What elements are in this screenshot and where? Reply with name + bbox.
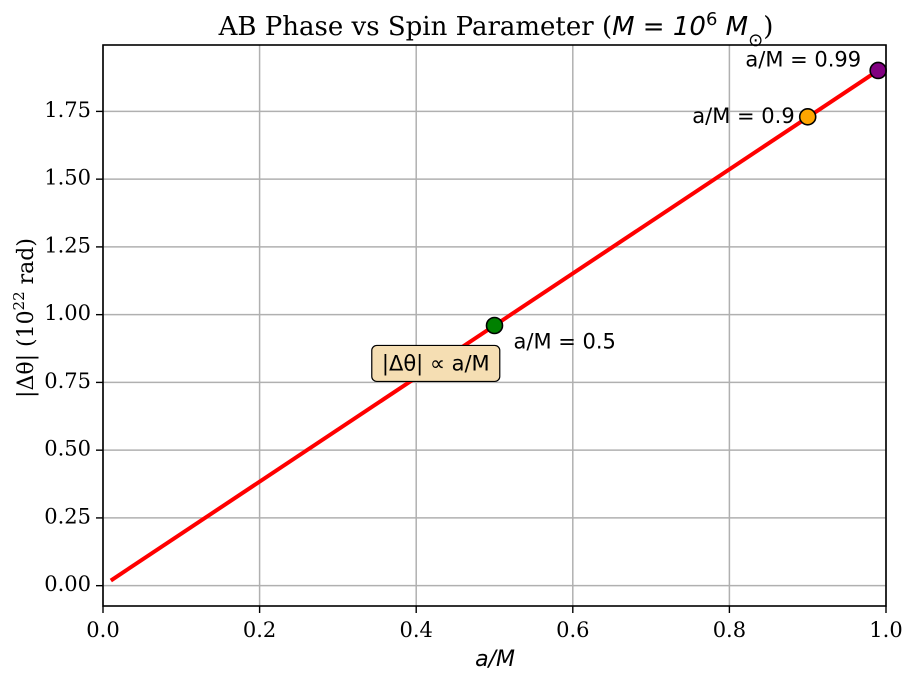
- y-tick-label: 1.25: [44, 233, 91, 257]
- x-axis-label: a/M: [475, 647, 515, 672]
- annotation-box: [371, 344, 501, 383]
- y-tick-label: 0.25: [44, 504, 91, 528]
- point-label: a/M = 0.5: [514, 330, 616, 354]
- y-tick-label: 0.00: [44, 572, 91, 596]
- plot-frame: [102, 44, 887, 607]
- y-tick-label: 1.00: [44, 301, 91, 325]
- x-tick-label: 0.8: [713, 618, 746, 642]
- x-tick-label: 0.0: [86, 618, 119, 642]
- y-axis-label: |Δθ| (1022 rad): [10, 238, 39, 398]
- x-tick-label: 1.0: [869, 618, 902, 642]
- axes: [96, 44, 887, 613]
- point-label: a/M = 0.99: [745, 47, 861, 71]
- highlight-point: [869, 61, 887, 80]
- highlight-point: [798, 108, 817, 126]
- point-label: a/M = 0.9: [692, 104, 794, 128]
- highlight-point: [485, 316, 504, 335]
- chart-title: AB Phase vs Spin Parameter (M = 106 M⊙): [218, 9, 774, 51]
- annotation-layer: |Δθ| ∝ a/M: [371, 344, 501, 383]
- y-tick-label: 1.50: [44, 166, 91, 190]
- x-tick-label: 0.4: [399, 618, 432, 642]
- x-tick-label: 0.6: [556, 618, 589, 642]
- annotation-text: |Δθ| ∝ a/M: [382, 351, 490, 376]
- y-tick-label: 0.50: [44, 437, 91, 461]
- points-layer: [485, 61, 887, 335]
- y-tick-label: 0.75: [44, 369, 91, 393]
- x-tick-label: 0.2: [243, 618, 276, 642]
- y-tick-label: 1.75: [44, 98, 91, 122]
- labels: a/M = 0.5 a/M = 0.9 a/M = 0.99 0.0 0.2 0.4 0.6…: [10, 9, 903, 673]
